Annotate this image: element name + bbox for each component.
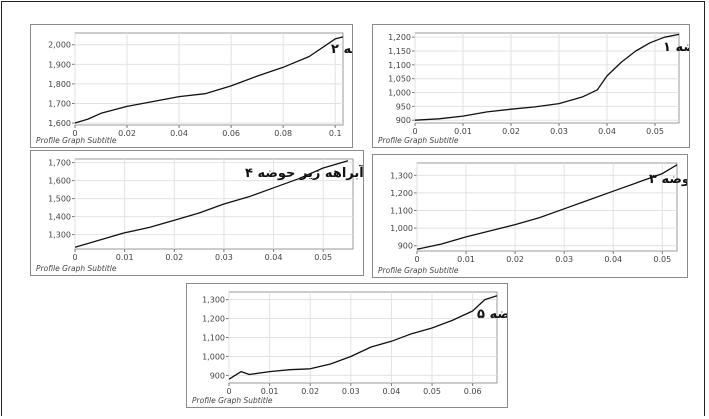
plot-area (414, 32, 680, 124)
x-tick-label: 0.05 (646, 127, 664, 136)
x-tick-label: 0.02 (506, 255, 524, 264)
x-tick-label: 0 (226, 387, 231, 396)
x-tick-label: 0.03 (342, 387, 360, 396)
x-tick-label: 0.03 (215, 253, 233, 262)
x-tick-label: 0.05 (653, 255, 671, 264)
profile-panel-2: 1,600 1,700 1,800 1,900 2,000 0 0.02 0.04 0.06 0.… (30, 24, 353, 148)
profile-title-4: آبراهه زیر حوضه ۴ (245, 164, 363, 181)
x-tick-label: 0 (412, 127, 417, 136)
y-tick-label: 1,400 (48, 213, 71, 222)
x-tick-label: 0.02 (502, 127, 520, 136)
y-tick-label: 900 (210, 371, 225, 380)
profile-panel-1: 900 950 1,000 1,050 1,100 1,150 1,200 0 0.01 0.02… (372, 24, 690, 148)
profile-chart-2: 1,600 1,700 1,800 1,900 2,000 0 0.02 0.04 0.06 0.… (48, 32, 352, 138)
x-tick-label: 0 (414, 255, 419, 264)
profile-subtitle-3: Profile Graph Subtitle (378, 266, 459, 275)
x-tick-label: 0.04 (170, 129, 188, 138)
x-tick-label: 0 (72, 129, 77, 138)
y-tick-label: 1,000 (202, 352, 225, 361)
y-tick-label: 1,600 (48, 177, 71, 186)
y-tick-label: 1,200 (202, 315, 225, 324)
y-tick-label: 1,700 (48, 159, 71, 168)
y-tick-label: 1,300 (390, 171, 413, 180)
y-tick-label: 1,000 (388, 89, 411, 98)
y-tick-label: 1,100 (390, 207, 413, 216)
y-tick-label: 900 (396, 116, 411, 125)
y-tick-label: 1,050 (388, 75, 411, 84)
y-tick-label: 1,100 (388, 61, 411, 70)
y-tick-label: 1,000 (390, 224, 413, 233)
y-tick-label: 2,000 (48, 41, 71, 50)
y-tick-label: 900 (398, 242, 413, 251)
x-tick-label: 0.05 (314, 253, 332, 262)
x-tick-label: 0.04 (265, 253, 283, 262)
profile-line (416, 164, 678, 250)
profile-subtitle-4: Profile Graph Subtitle (36, 264, 117, 273)
y-tick-label: 1,200 (390, 189, 413, 198)
profile-panel-3: 900 1,000 1,100 1,200 1,300 0 0.01 0.02 0.03 0.04… (372, 154, 688, 278)
x-tick-label: 0.01 (454, 127, 472, 136)
y-tick-label: 1,900 (48, 60, 71, 69)
profile-title-5: آبراهه زیر حوضه ۵ (477, 305, 507, 322)
profile-panel-5: 900 1,000 1,100 1,200 1,300 0 0.01 0.02 0.03 0.04… (186, 283, 508, 408)
x-tick-label: 0.04 (604, 255, 622, 264)
x-tick-label: 0.04 (598, 127, 616, 136)
x-tick-label: 0.08 (274, 129, 292, 138)
y-tick-label: 1,500 (48, 195, 71, 204)
plot-area (74, 32, 344, 126)
x-tick-label: 0.01 (261, 387, 279, 396)
x-tick-label: 0 (72, 253, 77, 262)
profile-chart-1: 900 950 1,000 1,050 1,100 1,150 1,200 0 0.01 0.02… (388, 32, 689, 136)
y-tick-label: 1,700 (48, 99, 71, 108)
y-tick-label: 1,300 (48, 231, 71, 240)
x-tick-label: 0.02 (118, 129, 136, 138)
profile-subtitle-1: Profile Graph Subtitle (378, 136, 459, 145)
profile-line (74, 36, 344, 124)
x-tick-label: 0.03 (550, 127, 568, 136)
profile-line (414, 33, 680, 121)
profile-title-2: آبراهه زیر حوضه ۲ (331, 40, 352, 57)
x-tick-label: 0.01 (457, 255, 475, 264)
profile-chart-3: 900 1,000 1,100 1,200 1,300 0 0.01 0.02 0.03 0.04… (390, 162, 687, 264)
x-tick-label: 0.04 (383, 387, 401, 396)
y-tick-label: 1,800 (48, 80, 71, 89)
y-tick-label: 1,100 (202, 334, 225, 343)
profile-title-1: آبراهه زیر حوضه ۱ (663, 38, 689, 55)
x-tick-label: 0.03 (555, 255, 573, 264)
y-tick-label: 1,300 (202, 296, 225, 305)
x-tick-label: 0.1 (329, 129, 342, 138)
profile-subtitle-2: Profile Graph Subtitle (36, 136, 117, 145)
profile-title-3: آبراهه زیر حوضه ۳ (649, 170, 687, 187)
profile-panel-4: 1,300 1,400 1,500 1,600 1,700 0 0.01 0.02 0.03 0.… (30, 150, 364, 276)
profile-line (228, 295, 498, 380)
x-tick-label: 0.06 (464, 387, 482, 396)
profile-subtitle-5: Profile Graph Subtitle (192, 396, 273, 405)
x-tick-label: 0.02 (165, 253, 183, 262)
profile-chart-4: 1,300 1,400 1,500 1,600 1,700 0 0.01 0.02 0.03 0.… (48, 158, 363, 262)
x-tick-label: 0.06 (222, 129, 240, 138)
y-tick-label: 1,150 (388, 47, 411, 56)
y-tick-label: 950 (396, 102, 411, 111)
profile-line (74, 160, 349, 248)
profile-chart-5: 900 1,000 1,100 1,200 1,300 0 0.01 0.02 0.03 0.04… (202, 291, 507, 396)
plot-area (416, 162, 678, 252)
x-tick-label: 0.05 (423, 387, 441, 396)
y-tick-label: 1,200 (388, 33, 411, 42)
y-tick-label: 1,600 (48, 119, 71, 128)
x-tick-label: 0.01 (116, 253, 134, 262)
x-tick-label: 0.02 (301, 387, 319, 396)
